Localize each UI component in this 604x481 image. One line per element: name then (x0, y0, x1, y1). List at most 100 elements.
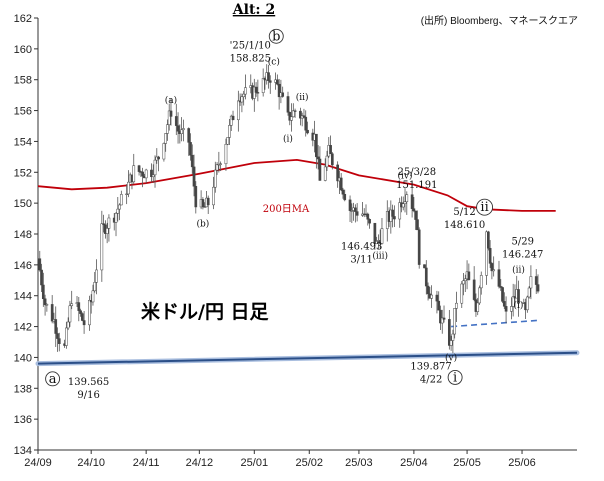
candle-body (206, 197, 210, 206)
candle (316, 145, 320, 170)
candle (127, 170, 130, 198)
candle (176, 112, 180, 144)
candle-body (527, 287, 531, 298)
candle (237, 90, 240, 132)
candle (137, 164, 141, 176)
candle-body (276, 79, 279, 85)
candle (492, 256, 496, 277)
candle-body (231, 115, 235, 121)
wave-circle (268, 28, 284, 44)
candle-body (472, 279, 476, 300)
candle-body (479, 275, 483, 289)
candle-body (102, 223, 105, 226)
y-axis: 134 136 138 140 142 144 146 148 150 152 154 156 158 1… (14, 13, 39, 457)
price-annotation: 139.565 (68, 377, 109, 388)
candle (66, 317, 70, 331)
candle-body (252, 86, 256, 99)
candle-body (488, 247, 492, 264)
x-tick-label: 24/10 (77, 457, 105, 469)
candle (511, 283, 515, 317)
candle-body (447, 319, 451, 346)
candlesticks (38, 64, 540, 354)
y-tick-label: 152 (14, 167, 32, 179)
candle-body (38, 258, 42, 271)
candle (277, 78, 281, 110)
candle (100, 210, 104, 282)
candle-body (244, 87, 247, 95)
candle (144, 168, 148, 184)
candle-body (70, 303, 74, 307)
candle (437, 291, 441, 311)
candle-body (157, 156, 160, 160)
candle-body (56, 333, 59, 339)
candle-body (80, 313, 84, 321)
candle (45, 303, 49, 312)
candle (318, 146, 322, 181)
candle (330, 152, 334, 170)
candle (462, 272, 465, 296)
candle (290, 103, 293, 132)
candle (439, 305, 442, 331)
candle-body (325, 155, 329, 168)
candle (325, 150, 329, 172)
x-tick-label: 24/09 (24, 457, 52, 469)
candle (534, 269, 538, 294)
candle (488, 240, 492, 268)
price-annotation: 146.493 (341, 242, 382, 253)
candle-body (299, 110, 302, 119)
candle (244, 74, 247, 100)
candle (315, 133, 318, 169)
price-annotation: 151.191 (396, 180, 437, 191)
candle-body (504, 306, 508, 312)
candle (56, 327, 59, 352)
candle-body (401, 203, 405, 208)
candle-body (224, 143, 228, 165)
candle-body (497, 269, 501, 287)
candle (82, 311, 86, 334)
candle (212, 176, 215, 210)
candle-body (486, 231, 490, 249)
y-tick-label: 136 (14, 414, 32, 426)
candle-body (339, 177, 343, 191)
candle (341, 187, 345, 199)
wave-circle-label: ii (480, 200, 488, 215)
price-annotation: 146.247 (502, 250, 543, 261)
candle-body (330, 153, 334, 166)
candle-body (529, 276, 533, 289)
candle (105, 222, 109, 244)
candle (141, 167, 144, 188)
candle (224, 138, 228, 171)
candle-body (323, 166, 327, 181)
candle (502, 292, 506, 310)
candle (192, 154, 196, 197)
candle-body (187, 128, 191, 143)
y-tick-label: 146 (14, 260, 32, 272)
candle-body (499, 286, 503, 288)
candle (424, 260, 428, 295)
candle (291, 103, 295, 118)
candle (343, 189, 347, 202)
candle-body (490, 263, 494, 272)
candle (504, 296, 508, 324)
wave-label: (a) (165, 95, 177, 106)
candle-body (293, 110, 297, 112)
candle-body (226, 137, 230, 145)
candle-body (391, 209, 394, 217)
candle (50, 295, 54, 324)
candle (240, 93, 244, 113)
price-annotation: 148.610 (444, 220, 485, 231)
wave-label: (b) (196, 218, 209, 229)
candle-body (162, 143, 166, 160)
candle-body (417, 229, 421, 265)
price-annotation: 158.825 (230, 53, 271, 64)
chart-main-label: 米ドル/円 日足 (141, 300, 270, 323)
y-tick-label: 150 (14, 198, 32, 210)
candle (529, 265, 533, 300)
candle-body (517, 289, 520, 304)
y-tick-label: 162 (14, 13, 32, 25)
candle (517, 280, 520, 317)
price-annotation: 5/12 (453, 207, 475, 218)
candle (423, 264, 426, 269)
